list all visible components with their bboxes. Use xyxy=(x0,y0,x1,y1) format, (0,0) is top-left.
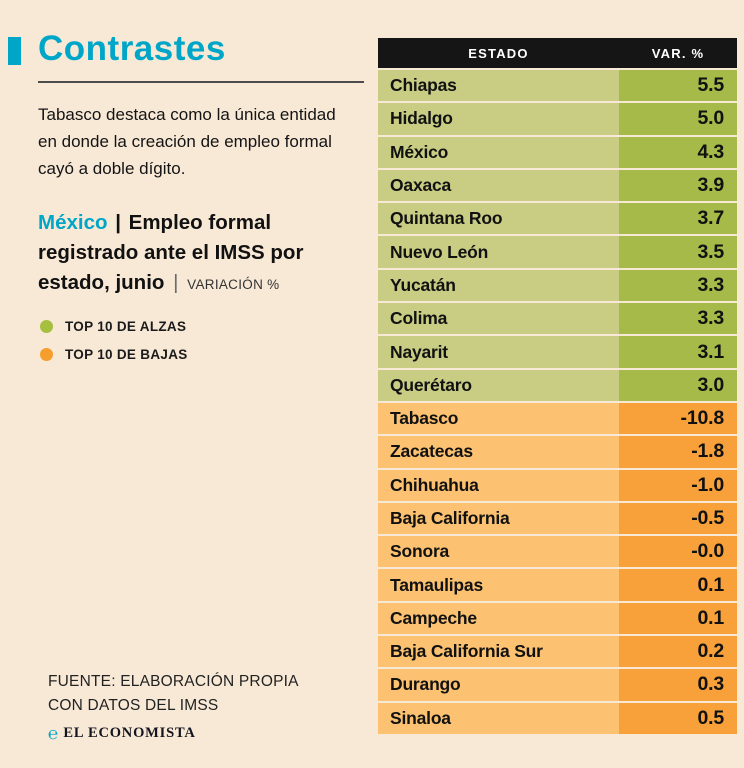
table-row: Quintana Roo 3.7 xyxy=(378,203,737,235)
source-line-2: CON DATOS DEL IMSS xyxy=(48,697,219,715)
subtitle-location: México xyxy=(38,211,108,235)
state-value: 0.5 xyxy=(619,702,737,734)
table-row: Colima 3.3 xyxy=(378,303,737,335)
subtitle-separator: | xyxy=(115,211,121,235)
state-name: Yucatán xyxy=(378,269,619,302)
state-value: 3.5 xyxy=(619,236,737,268)
state-value: 3.0 xyxy=(619,369,737,401)
state-value: -10.8 xyxy=(619,402,737,435)
brand-text: EL ECONOMISTA xyxy=(63,725,196,742)
state-name: Chiapas xyxy=(378,70,619,102)
state-value: 3.3 xyxy=(619,269,737,302)
state-value: -0.0 xyxy=(619,536,737,568)
state-name: Campeche xyxy=(378,602,619,635)
state-name: Nayarit xyxy=(378,336,619,368)
subtitle-unit: VARIACIÓN % xyxy=(187,276,280,292)
table-row: Durango 0.3 xyxy=(378,669,737,701)
table-row: Baja California -0.5 xyxy=(378,502,737,535)
legend-item-bajas: TOP 10 DE BAJAS xyxy=(40,347,370,362)
table-row: Campeche 0.1 xyxy=(378,602,737,635)
state-name: Durango xyxy=(378,669,619,701)
table-row: Baja California Sur 0.2 xyxy=(378,636,737,668)
state-value: -1.8 xyxy=(619,436,737,468)
state-name: México xyxy=(378,136,619,168)
table-row: Zacatecas -1.8 xyxy=(378,436,737,468)
table-row: Sinaloa 0.5 xyxy=(378,702,737,734)
table-row: Querétaro 3.0 xyxy=(378,369,737,401)
state-name: Colima xyxy=(378,303,619,335)
table-row: México 4.3 xyxy=(378,136,737,168)
table-row: Chihuahua -1.0 xyxy=(378,469,737,501)
legend-dot-bajas-icon xyxy=(40,348,53,362)
state-table: ESTADO VAR. % Chiapas 5.5 Hidalgo 5.0 Mé… xyxy=(378,38,737,736)
table-row: Hidalgo 5.0 xyxy=(378,103,737,135)
state-name: Zacatecas xyxy=(378,436,619,468)
table-row: Oaxaca 3.9 xyxy=(378,169,737,202)
column-header-var: VAR. % xyxy=(651,45,705,61)
state-name: Tamaulipas xyxy=(378,569,619,601)
subtitle-separator-2: | xyxy=(173,270,179,294)
state-value: 0.1 xyxy=(619,602,737,635)
state-name: Quintana Roo xyxy=(378,203,619,235)
state-value: -0.5 xyxy=(619,502,737,535)
state-name: Sonora xyxy=(378,536,619,568)
state-name: Hidalgo xyxy=(378,103,619,135)
state-value: 3.9 xyxy=(619,169,737,202)
state-table-body: Chiapas 5.5 Hidalgo 5.0 México 4.3 Oaxac… xyxy=(378,70,737,734)
legend-label-alzas: TOP 10 DE ALZAS xyxy=(65,319,187,335)
source-block: FUENTE: ELABORACIÓN PROPIA CON DATOS DEL… xyxy=(48,670,299,745)
state-value: 3.3 xyxy=(619,303,737,335)
table-row: Yucatán 3.3 xyxy=(378,269,737,302)
title-accent-bar xyxy=(8,37,21,65)
table-row: Nayarit 3.1 xyxy=(378,336,737,368)
state-name: Baja California xyxy=(378,502,619,535)
legend-dot-alzas-icon xyxy=(40,320,53,334)
title-divider xyxy=(38,80,364,83)
state-name: Sinaloa xyxy=(378,702,619,734)
table-header: ESTADO VAR. % xyxy=(378,38,737,68)
page-title: Contrastes xyxy=(38,29,226,68)
state-value: 0.3 xyxy=(619,669,737,701)
state-value: 5.5 xyxy=(619,70,737,102)
table-row: Sonora -0.0 xyxy=(378,536,737,568)
state-name: Nuevo León xyxy=(378,236,619,268)
state-value: 4.3 xyxy=(619,136,737,168)
state-value: -1.0 xyxy=(619,469,737,501)
column-header-estado: ESTADO xyxy=(468,45,529,61)
el-economista-logo-icon: ℮ xyxy=(48,723,59,743)
table-row: Tabasco -10.8 xyxy=(378,402,737,435)
legend-label-bajas: TOP 10 DE BAJAS xyxy=(65,347,188,363)
state-name: Baja California Sur xyxy=(378,636,619,668)
state-name: Tabasco xyxy=(378,402,619,435)
table-row: Nuevo León 3.5 xyxy=(378,236,737,268)
subtitle-text: Empleo formal registrado ante el IMSS po… xyxy=(38,211,304,294)
legend: TOP 10 DE ALZAS TOP 10 DE BAJAS xyxy=(40,319,370,362)
left-panel: Contrastes Tabasco destaca como la única… xyxy=(8,29,370,742)
state-value: 0.1 xyxy=(619,569,737,601)
state-value: 5.0 xyxy=(619,103,737,135)
table-row: Chiapas 5.5 xyxy=(378,70,737,102)
state-name: Oaxaca xyxy=(378,169,619,202)
chart-subtitle: México | Empleo formal registrado ante e… xyxy=(38,208,350,297)
state-value: 0.2 xyxy=(619,636,737,668)
title-row: Contrastes xyxy=(8,29,370,69)
state-value: 3.7 xyxy=(619,203,737,235)
brand: ℮ EL ECONOMISTA xyxy=(48,722,299,744)
state-name: Querétaro xyxy=(378,369,619,401)
intro-text: Tabasco destaca como la única entidad en… xyxy=(38,104,336,178)
state-name: Chihuahua xyxy=(378,469,619,501)
source-line-1: FUENTE: ELABORACIÓN PROPIA xyxy=(48,673,299,690)
table-row: Tamaulipas 0.1 xyxy=(378,569,737,601)
state-value: 3.1 xyxy=(619,336,737,368)
legend-item-alzas: TOP 10 DE ALZAS xyxy=(40,319,370,334)
